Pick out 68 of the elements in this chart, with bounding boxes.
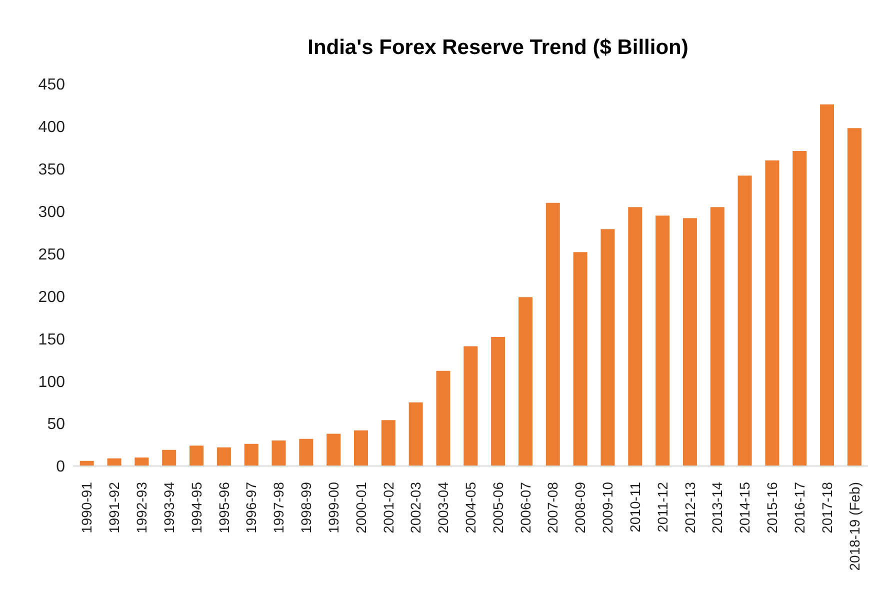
x-tick-label: 2001-02 [380,482,396,534]
bar [272,440,286,466]
bar [162,450,176,466]
x-tick-label: 2016-17 [791,482,808,534]
x-tick-label: 2005-06 [490,482,506,534]
x-tick-label: 2011-12 [654,482,670,532]
x-tick-label: 2007-08 [544,482,561,534]
x-tick-label: 1990-91 [78,482,95,534]
x-tick-label: 1995-96 [216,482,232,534]
bar [299,438,314,466]
x-tick-label: 2013-14 [709,482,726,534]
bar [491,336,506,466]
bar [682,218,697,466]
y-tick-label: 50 [47,416,66,434]
x-tick-label: 1997-98 [270,482,287,534]
y-tick-label: 400 [38,119,66,136]
y-tick-label: 350 [38,162,66,179]
chart-title: India's Forex Reserve Trend ($ Billion) [306,35,690,61]
bar [216,447,231,466]
x-tick-label: 1996-97 [243,482,260,534]
x-tick-label: 2012-13 [682,482,698,534]
y-tick-label: 150 [38,331,66,348]
x-tick-label: 2014-15 [736,482,753,534]
bar [765,160,780,466]
bar [107,458,122,466]
bar [628,207,642,466]
x-tick-label: 1999-00 [325,482,342,534]
x-tick-label: 1994-95 [188,482,204,534]
x-tick-label: 2004-05 [462,482,478,534]
bar [847,128,862,466]
bar [710,207,724,466]
bar [518,297,532,466]
x-tick-label: 1993-94 [160,482,177,534]
bar [134,458,149,466]
bar [600,229,615,466]
y-tick-label: 100 [38,374,66,391]
x-tick-label: 2015-16 [764,482,780,534]
x-tick-label: 2000-01 [352,482,369,534]
x-tick-label: 2018-19 (Feb) [846,482,862,571]
bar [436,370,450,466]
y-tick-label: 450 [38,76,66,94]
bar [546,202,560,466]
x-tick-label: 2017-18 [818,482,835,534]
x-tick-label: 2002-03 [408,482,424,534]
x-tick-label: 2008-09 [572,482,588,534]
bar [573,252,588,466]
bar [408,402,423,466]
y-tick-label: 0 [56,458,66,476]
bar [656,216,670,466]
bar [820,104,834,466]
bar [190,446,204,466]
y-tick-label: 250 [38,246,66,264]
x-tick-label: 2009-10 [600,482,616,534]
bar [244,444,258,466]
x-tick-label: 2010-11 [626,482,643,532]
bar [464,346,478,466]
x-tick-label: 1992-93 [134,482,150,534]
bar [326,434,341,466]
y-tick-label: 200 [38,288,66,306]
x-tick-label: 2006-07 [517,482,534,534]
x-tick-label: 1991-92 [106,482,122,534]
x-tick-label: 2003-04 [435,482,452,534]
bar [738,176,752,466]
bar [792,151,807,466]
bar [381,420,396,466]
bar [354,430,368,466]
x-tick-label: 1998-99 [298,482,314,534]
y-tick-label: 300 [38,204,66,222]
